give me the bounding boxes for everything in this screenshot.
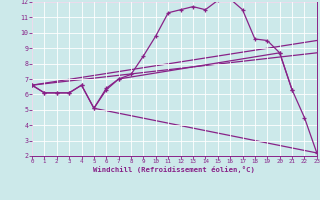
X-axis label: Windchill (Refroidissement éolien,°C): Windchill (Refroidissement éolien,°C): [93, 166, 255, 173]
